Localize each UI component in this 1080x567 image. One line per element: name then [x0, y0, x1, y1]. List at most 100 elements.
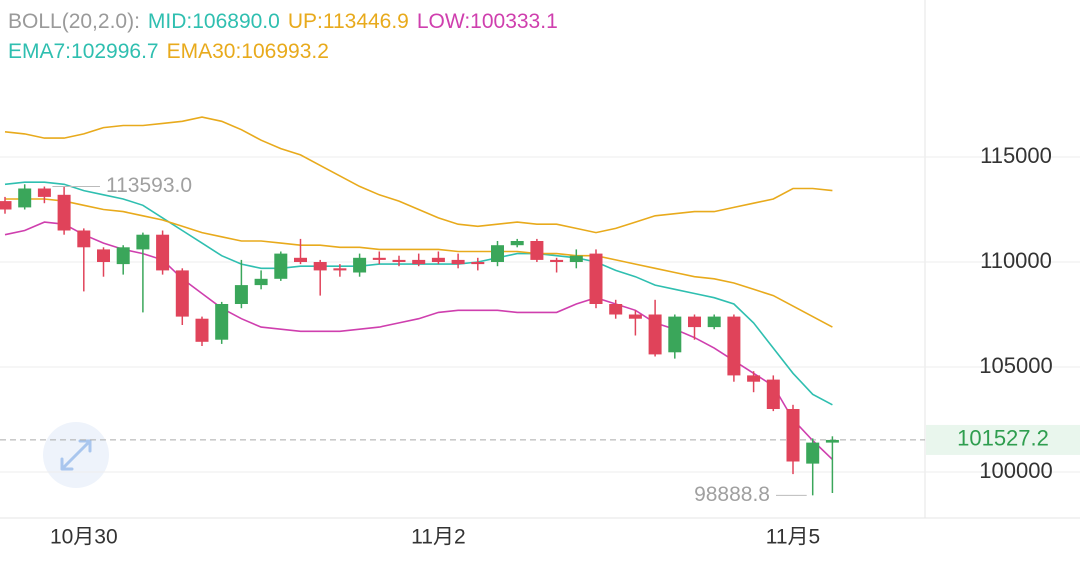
y-tick-label: 110000: [980, 248, 1052, 273]
candle-body: [550, 259, 564, 263]
candle: [136, 232, 150, 313]
last-price-box: [926, 424, 1080, 455]
candle: [550, 257, 564, 273]
candle: [392, 255, 406, 267]
last-price-label: 101527.2: [957, 426, 1049, 451]
candle: [747, 371, 761, 393]
candle: [313, 259, 327, 296]
candle: [372, 251, 386, 265]
candle-body: [116, 247, 130, 265]
indicator-value: EMA30:106993.2: [167, 40, 329, 63]
candle-body: [274, 253, 288, 279]
candle: [195, 316, 209, 347]
candle-body: [392, 259, 406, 263]
candle: [510, 238, 524, 248]
candle-body: [510, 241, 524, 246]
candle-body: [294, 257, 307, 263]
candle-body: [589, 253, 603, 305]
candle-body: [77, 230, 91, 248]
candle: [609, 299, 623, 319]
candle: [57, 186, 71, 235]
candle-body: [569, 255, 583, 263]
indicator-line: [4, 116, 833, 234]
indicator-value: MID:106890.0: [148, 10, 280, 33]
candle-body: [215, 304, 229, 340]
candle-body: [727, 316, 741, 376]
candle-body: [668, 316, 682, 353]
indicator-value: BOLL(20,2.0):: [8, 10, 140, 33]
candle-body: [609, 304, 623, 315]
candle: [431, 251, 445, 265]
candle-body: [431, 257, 445, 263]
candle-body: [786, 409, 800, 462]
indicator-value: UP:113446.9: [288, 10, 409, 33]
candle-body: [451, 259, 465, 265]
candle-body: [313, 262, 327, 271]
candle: [766, 375, 780, 412]
indicator-line: [5, 198, 833, 328]
y-tick-label: 115000: [980, 143, 1052, 168]
candle-body: [628, 314, 642, 319]
candle-body: [806, 442, 820, 464]
candle: [234, 259, 248, 309]
candle-body: [37, 188, 51, 197]
high-label: 113593.0: [106, 174, 192, 197]
candle: [254, 270, 268, 290]
candle: [569, 249, 583, 269]
candle: [156, 230, 170, 275]
candle: [353, 253, 367, 277]
candle: [333, 264, 347, 277]
candle: [294, 238, 307, 265]
candle-body: [195, 318, 209, 342]
candle: [37, 186, 51, 204]
candle: [707, 314, 721, 330]
candle-body: [353, 257, 367, 273]
candle: [18, 184, 32, 210]
indicator-value: EMA7:102996.7: [8, 40, 159, 63]
indicator-header: BOLL(20,2.0): MID:106890.0 UP:113446.9 LOW:…: [8, 10, 558, 33]
candle: [589, 249, 603, 309]
expand-button[interactable]: [43, 422, 109, 488]
candle-body: [707, 316, 721, 328]
candle: [727, 314, 741, 382]
low-label: 98888.8: [694, 483, 770, 506]
candle-body: [175, 270, 189, 317]
y-tick-label: 105000: [979, 353, 1052, 378]
candle-body: [234, 285, 248, 305]
candle: [806, 438, 820, 496]
y-tick-label: 100000: [979, 458, 1052, 483]
candle: [530, 238, 544, 263]
candle: [412, 253, 426, 267]
candle: [648, 299, 662, 357]
candle-body: [254, 278, 268, 286]
candle-body: [156, 234, 170, 271]
candle-body: [471, 262, 485, 265]
candle: [274, 251, 288, 281]
candle: [491, 241, 504, 267]
x-tick-label: 11月2: [411, 526, 465, 549]
candle-body: [688, 316, 701, 328]
x-tick-label: 11月5: [766, 526, 820, 549]
candle-body: [747, 375, 761, 382]
candle-body: [825, 439, 839, 443]
candle: [77, 228, 91, 292]
x-tick-label: 10月30: [50, 526, 118, 549]
candle: [668, 314, 682, 359]
candle-body: [333, 268, 347, 271]
candle: [688, 314, 701, 340]
candle: [451, 253, 465, 269]
expand-icon: [60, 439, 92, 471]
candle-body: [57, 194, 71, 231]
candle: [0, 196, 12, 214]
candle-body: [372, 257, 386, 260]
candle-body: [136, 234, 150, 250]
candle: [116, 245, 130, 275]
candle-body: [18, 188, 32, 208]
candle: [786, 404, 800, 475]
candle: [175, 268, 189, 326]
candle: [97, 247, 110, 277]
candle-body: [530, 241, 544, 260]
candle: [215, 301, 229, 344]
candle-body: [97, 249, 110, 263]
